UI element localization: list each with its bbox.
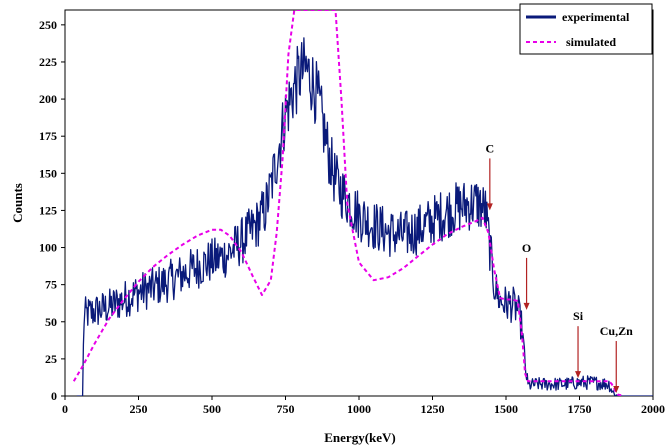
y-axis: 0 25 50 75 100 125 150 175 200 225 250	[39, 18, 65, 403]
legend-label-simulated: simulated	[566, 35, 616, 49]
annotation-arrowhead	[486, 203, 493, 211]
annotation-label: C	[485, 141, 494, 155]
x-tick-label: 0	[62, 402, 68, 416]
legend-box	[519, 3, 653, 55]
x-tick-label: 1750	[568, 402, 592, 416]
annotation-arrowhead	[575, 371, 582, 379]
data-series	[72, 10, 653, 396]
y-tick-label: 125	[39, 203, 57, 217]
legend: experimental simulated	[519, 3, 653, 55]
y-tick-label: 150	[39, 166, 57, 180]
x-tick-label: 1500	[494, 402, 518, 416]
y-tick-label: 75	[45, 278, 57, 292]
x-tick-label: 1250	[421, 402, 445, 416]
y-axis-label: Counts	[10, 183, 25, 223]
annotation-arrowhead	[613, 386, 620, 394]
y-tick-label: 175	[39, 129, 57, 143]
legend-label-experimental: experimental	[562, 10, 630, 24]
x-tick-label: 1000	[347, 402, 371, 416]
series-line-simulated	[72, 10, 624, 396]
annotation-label: O	[522, 241, 531, 255]
y-tick-label: 50	[45, 315, 57, 329]
x-tick-label: 750	[277, 402, 295, 416]
y-tick-label: 200	[39, 92, 57, 106]
x-axis: 0 250 500 750 1000 1250 1500 1750 2000	[62, 396, 665, 416]
annotation-label: Cu,Zn	[600, 324, 633, 338]
x-tick-label: 2000	[641, 402, 665, 416]
annotation-arrowhead	[523, 302, 530, 310]
y-tick-label: 250	[39, 18, 57, 32]
x-axis-label: Energy(keV)	[324, 430, 396, 445]
x-tick-label: 500	[203, 402, 221, 416]
annotation-label: Si	[573, 309, 584, 323]
y-tick-label: 100	[39, 241, 57, 255]
plot-area	[64, 9, 654, 397]
y-tick-label: 25	[45, 352, 57, 366]
x-tick-label: 250	[130, 402, 148, 416]
y-tick-label: 0	[51, 389, 57, 403]
y-tick-label: 225	[39, 55, 57, 69]
annotations: C O Si Cu,Zn	[485, 141, 633, 394]
